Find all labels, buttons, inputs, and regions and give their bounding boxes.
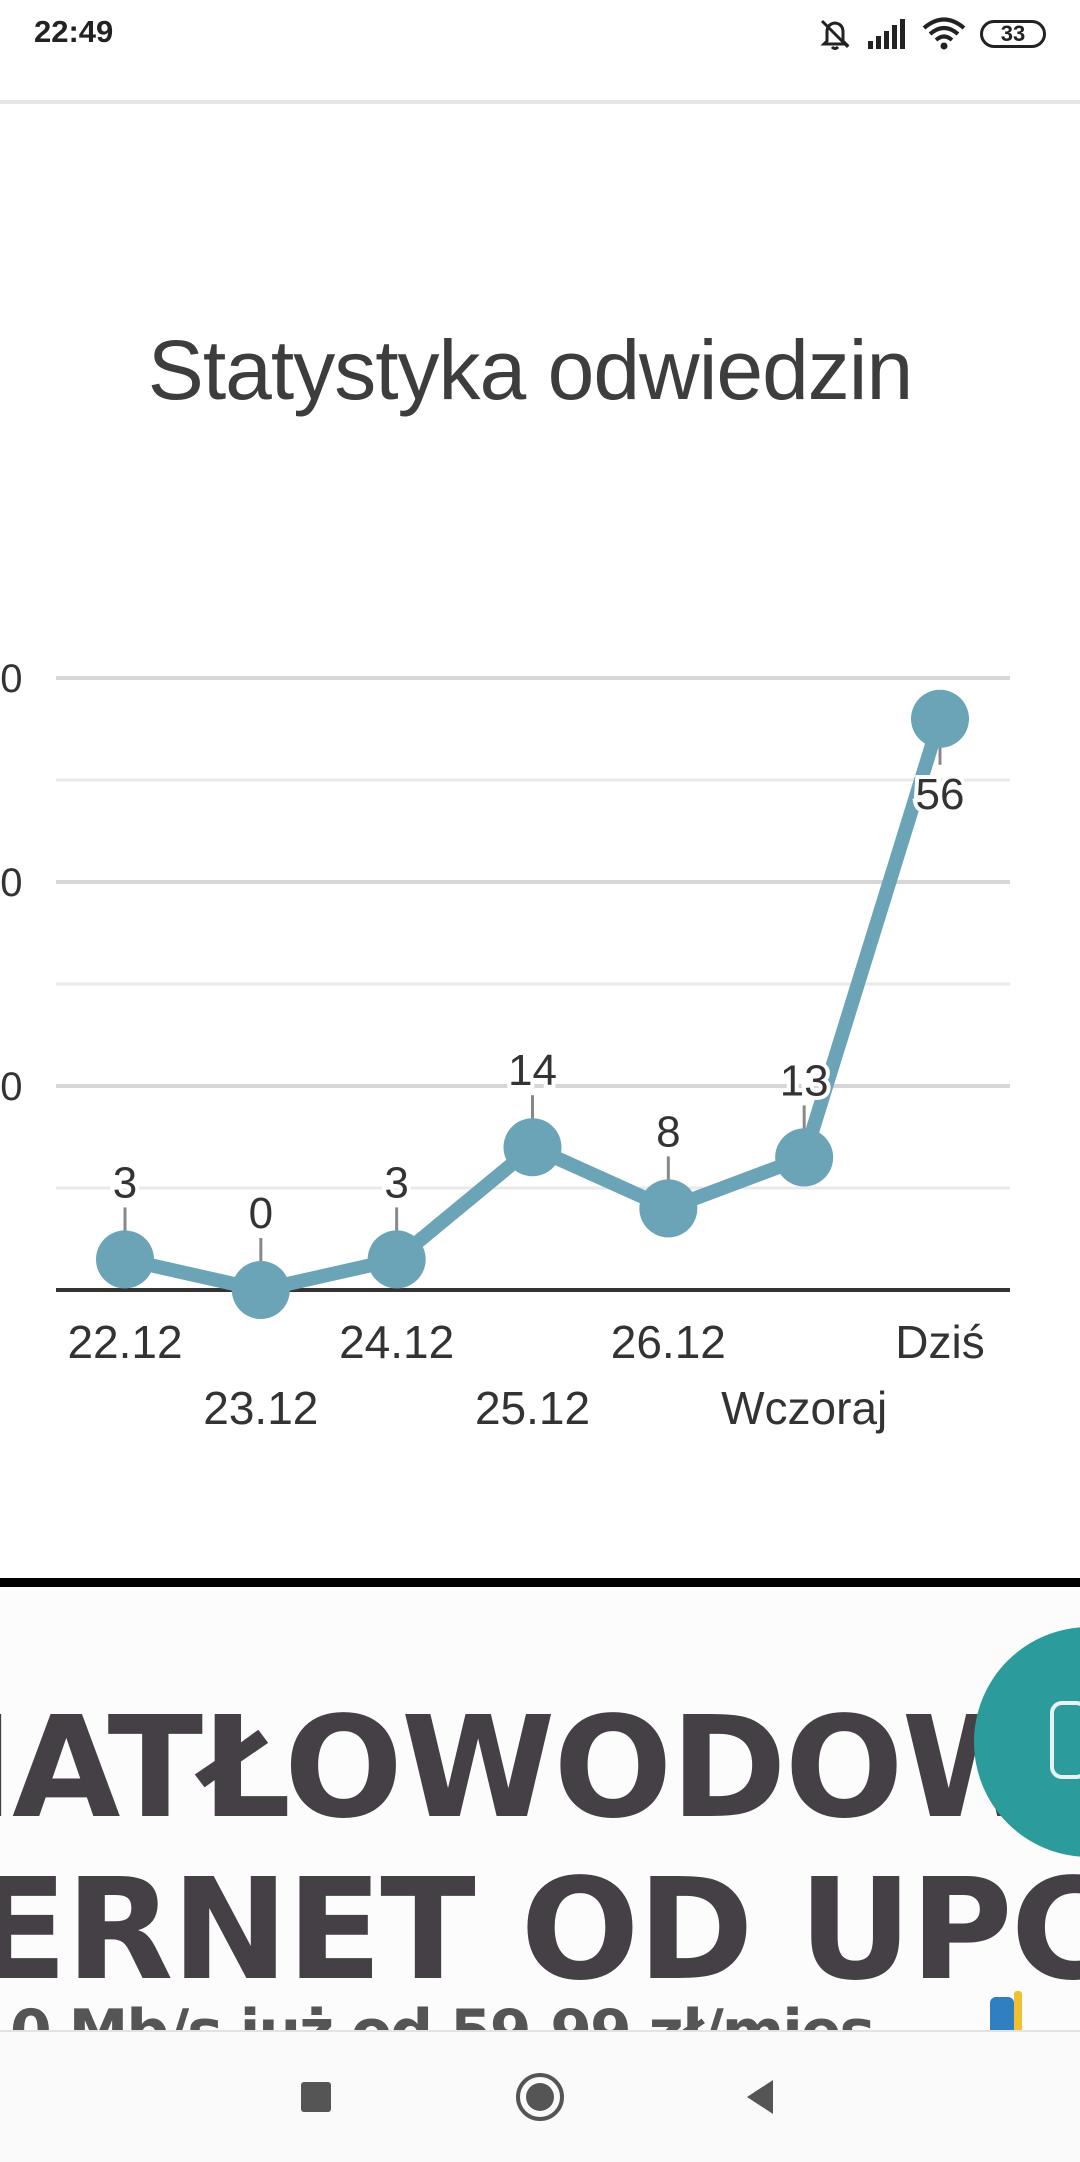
data-point bbox=[368, 1230, 426, 1288]
ad-banner[interactable]: IATŁOWODOWY ERNET OD UPC 0 Mb/s już od 5… bbox=[0, 1587, 1080, 2030]
x-tick-label: 22.12 bbox=[67, 1316, 182, 1368]
y-tick-label: 60 bbox=[0, 657, 23, 701]
ad-figure-accent bbox=[1014, 1991, 1022, 2030]
wifi-icon bbox=[922, 17, 966, 51]
home-button[interactable] bbox=[480, 2032, 600, 2162]
data-label: 3 bbox=[384, 1158, 408, 1207]
x-tick-label: 23.12 bbox=[203, 1382, 318, 1434]
status-icons: 33 bbox=[818, 14, 1046, 54]
y-tick-label: 20 bbox=[0, 1065, 23, 1109]
x-tick-label: 24.12 bbox=[339, 1316, 454, 1368]
data-label: 56 bbox=[916, 770, 965, 819]
data-point bbox=[639, 1179, 697, 1237]
header-divider bbox=[0, 100, 1080, 104]
ad-subline: 0 Mb/s już od 59,99 zł/mies bbox=[10, 1997, 873, 2030]
x-tick-label: Wczoraj bbox=[721, 1382, 887, 1434]
visits-chart: 0204060303148135622.1223.1224.1225.1226.… bbox=[0, 640, 1080, 1460]
home-icon bbox=[514, 2071, 566, 2123]
ad-top-border bbox=[0, 1578, 1080, 1587]
x-tick-label: 25.12 bbox=[475, 1382, 590, 1434]
status-bar: 22:49 33 bbox=[0, 0, 1080, 66]
status-time: 22:49 bbox=[34, 14, 113, 50]
series-line bbox=[125, 719, 940, 1290]
ad-hand-icon bbox=[1050, 1701, 1080, 1779]
data-label: 8 bbox=[656, 1107, 680, 1156]
data-label: 0 bbox=[249, 1189, 273, 1238]
ad-figure-icon bbox=[990, 1997, 1014, 2030]
x-tick-label: 26.12 bbox=[611, 1316, 726, 1368]
ad-headline-1: IATŁOWODOWY bbox=[0, 1687, 1080, 1850]
navigation-bar bbox=[0, 2030, 1080, 2162]
back-icon bbox=[743, 2078, 777, 2116]
data-label: 3 bbox=[113, 1158, 137, 1207]
data-point bbox=[911, 690, 969, 748]
ad-headline-2: ERNET OD UPC bbox=[0, 1849, 1080, 2012]
bell-off-icon bbox=[818, 17, 852, 51]
data-point bbox=[232, 1261, 290, 1319]
recent-apps-button[interactable] bbox=[256, 2032, 376, 2162]
data-label: 14 bbox=[508, 1046, 557, 1095]
data-point bbox=[775, 1128, 833, 1186]
x-tick-label: Dziś bbox=[895, 1316, 984, 1368]
chart-title: Statystyka odwiedzin bbox=[0, 322, 1060, 419]
data-label: 13 bbox=[780, 1056, 829, 1105]
y-tick-label: 40 bbox=[0, 861, 23, 905]
data-point bbox=[504, 1118, 562, 1176]
signal-icon bbox=[866, 19, 908, 49]
data-point bbox=[96, 1230, 154, 1288]
recent-apps-icon bbox=[299, 2080, 333, 2114]
back-button[interactable] bbox=[700, 2032, 820, 2162]
battery-icon: 33 bbox=[980, 20, 1046, 48]
